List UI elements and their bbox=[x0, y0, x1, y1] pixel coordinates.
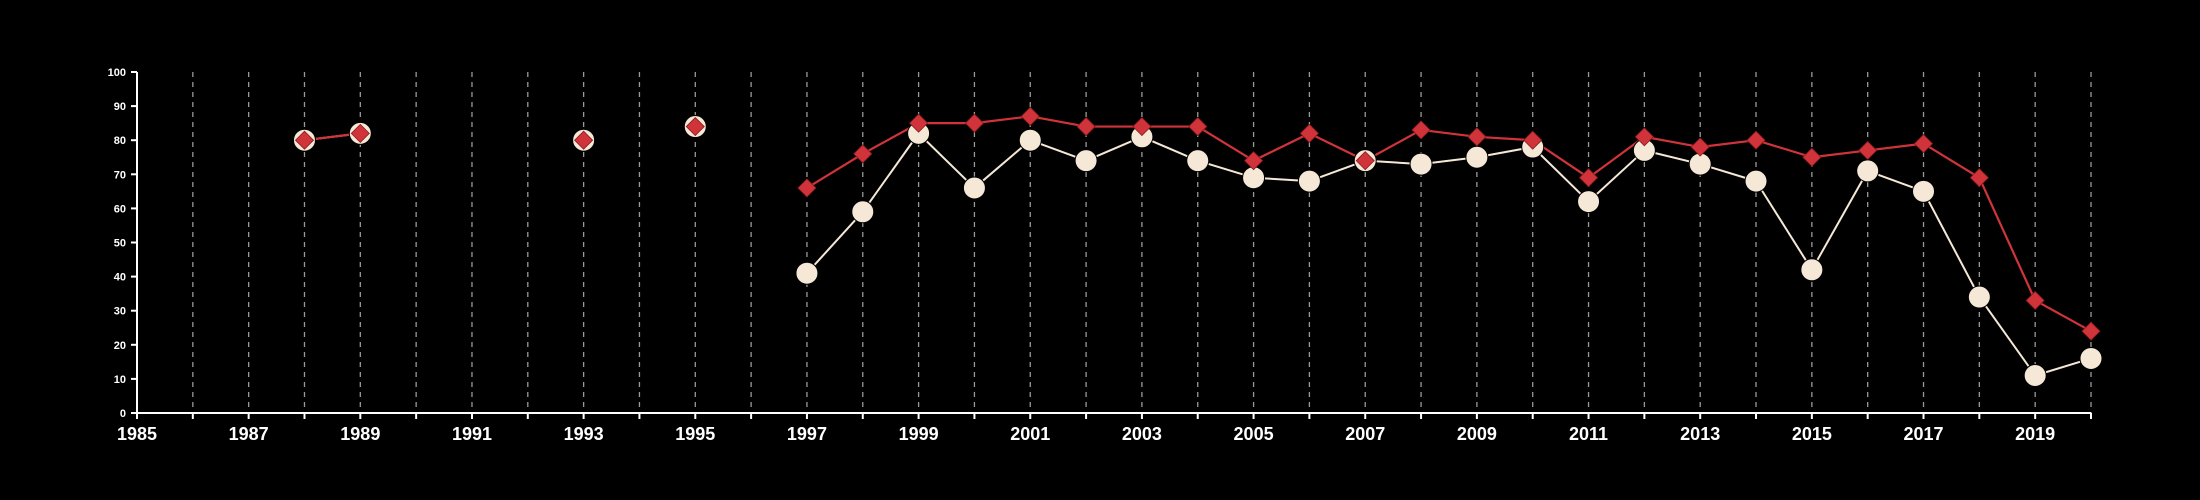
y-tick-label-50: 50 bbox=[114, 238, 126, 250]
series-0-point-2004 bbox=[1188, 116, 1208, 137]
series-1-point-2006 bbox=[1297, 169, 1321, 193]
series-0-point-2008 bbox=[1411, 120, 1431, 140]
series-1-point-2000 bbox=[962, 176, 986, 200]
series-1-point-2011 bbox=[1577, 190, 1601, 214]
series-0-point-1995 bbox=[685, 116, 705, 137]
y-tick-label-40: 40 bbox=[114, 272, 126, 284]
series-group bbox=[292, 106, 2103, 387]
y-tick-label-80: 80 bbox=[114, 135, 126, 147]
series-1-point-2020 bbox=[2079, 346, 2103, 370]
series-0-point-2009 bbox=[1467, 127, 1487, 147]
y-tick-label-0: 0 bbox=[120, 408, 126, 420]
x-tick-label-1987: 1987 bbox=[229, 424, 269, 444]
series-0-point-2014 bbox=[1746, 130, 1766, 150]
x-tick-label-2001: 2001 bbox=[1010, 424, 1050, 444]
series-0-point-2006 bbox=[1299, 123, 1319, 143]
x-tick-label-2011: 2011 bbox=[1569, 424, 1608, 444]
x-tick-label-2015: 2015 bbox=[1792, 424, 1832, 444]
series-0-point-2011 bbox=[1578, 168, 1599, 188]
series-0-point-2020 bbox=[2081, 321, 2101, 341]
series-0-point-1993 bbox=[574, 130, 594, 150]
series-1-point-1998 bbox=[851, 200, 875, 224]
series-1-point-2018 bbox=[1967, 285, 1991, 309]
x-tick-label-1989: 1989 bbox=[340, 424, 380, 444]
series-0-point-2002 bbox=[1076, 116, 1096, 137]
series-1-point-2008 bbox=[1409, 152, 1433, 176]
x-tick-label-1991: 1991 bbox=[452, 424, 492, 444]
y-tick-label-90: 90 bbox=[114, 101, 126, 113]
y-tick-label-10: 10 bbox=[114, 374, 126, 386]
x-tick-label-2017: 2017 bbox=[1903, 424, 1943, 444]
x-tick-label-2013: 2013 bbox=[1680, 424, 1720, 444]
series-0-point-1999 bbox=[909, 113, 929, 133]
y-tick-label-100: 100 bbox=[108, 67, 126, 79]
series-1-point-2001 bbox=[1018, 128, 1042, 152]
series-0-point-2016 bbox=[1858, 140, 1878, 160]
series-0-point-2012 bbox=[1634, 127, 1654, 147]
series-1-point-2016 bbox=[1856, 159, 1880, 183]
series-0-point-2001 bbox=[1020, 106, 1040, 126]
y-tick-label-20: 20 bbox=[114, 340, 126, 352]
x-tick-label-2007: 2007 bbox=[1345, 424, 1385, 444]
x-tick-label-2005: 2005 bbox=[1234, 424, 1274, 444]
series-1-point-2015 bbox=[1800, 258, 1824, 282]
x-tick-label-1985: 1985 bbox=[117, 424, 157, 444]
series-0-point-2007 bbox=[1355, 151, 1375, 171]
series-1-point-2019 bbox=[2023, 363, 2047, 387]
series-0-point-1988 bbox=[294, 130, 315, 150]
y-tick-label-30: 30 bbox=[114, 306, 126, 318]
series-0-point-2015 bbox=[1802, 147, 1822, 167]
series-0-point-2018 bbox=[1969, 168, 1989, 188]
x-tick-label-2009: 2009 bbox=[1457, 424, 1497, 444]
series-0-point-2019 bbox=[2025, 290, 2045, 311]
series-0-point-2017 bbox=[1913, 134, 1934, 154]
series-1-point-2014 bbox=[1744, 169, 1768, 193]
series-1-point-2004 bbox=[1186, 149, 1210, 173]
x-tick-label-1993: 1993 bbox=[564, 424, 604, 444]
axes bbox=[131, 71, 2092, 419]
x-tick-label-1997: 1997 bbox=[787, 424, 827, 444]
series-0-point-2013 bbox=[1690, 137, 1710, 157]
series-0-point-1997 bbox=[797, 178, 817, 198]
x-tick-label-1995: 1995 bbox=[675, 424, 715, 444]
tick-labels: 1985 1987 1989 1991 1993 1995 1997 1999 2001 2003… bbox=[108, 67, 2056, 444]
x-tick-label-2019: 2019 bbox=[2015, 424, 2055, 444]
series-0-point-1989 bbox=[350, 123, 370, 143]
x-tick-label-2003: 2003 bbox=[1122, 424, 1162, 444]
series-1-point-1997 bbox=[795, 261, 819, 285]
y-tick-label-60: 60 bbox=[114, 203, 126, 215]
series-0-point-2003 bbox=[1132, 116, 1152, 137]
series-0-point-2005 bbox=[1244, 151, 1264, 171]
x-tick-label-1999: 1999 bbox=[899, 424, 939, 444]
series-0-point-1998 bbox=[853, 144, 873, 164]
y-tick-label-70: 70 bbox=[114, 169, 126, 181]
series-1-point-2009 bbox=[1465, 145, 1489, 169]
grid-lines bbox=[192, 72, 2092, 413]
series-1-point-2002 bbox=[1074, 149, 1098, 173]
series-0-line-3 bbox=[806, 115, 2092, 333]
series-1-line-3 bbox=[806, 132, 2092, 377]
series-0-point-2010 bbox=[1523, 130, 1543, 150]
series-1-point-2017 bbox=[1912, 179, 1936, 203]
series-0-point-2000 bbox=[964, 113, 984, 133]
